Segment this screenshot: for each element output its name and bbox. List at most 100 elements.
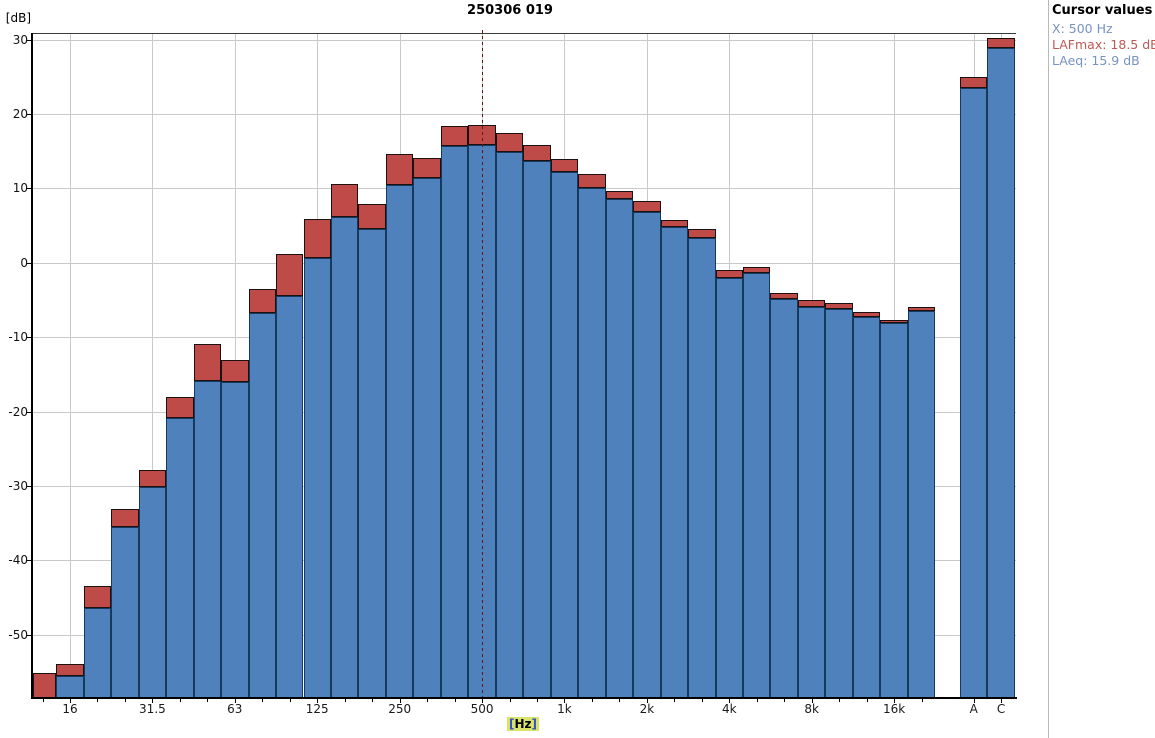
x-tick-label-2k: 2k [639,702,655,716]
x-axis-tick [42,699,44,702]
bar-lafmax-8k[interactable] [797,300,826,308]
bar-laeq-C[interactable] [987,47,1015,698]
x-axis-tick-labeled [729,698,731,703]
bar-laeq-5k[interactable] [743,272,771,698]
bar-lafmax-630[interactable] [495,133,524,152]
bar-lafmax-C[interactable] [987,38,1015,48]
x-axis-tick [591,699,593,702]
bar-lafmax-16k[interactable] [880,320,908,324]
x-axis-unit-text: Hz [514,717,532,731]
bar-lafmax-80[interactable] [248,288,277,313]
bar-laeq-3.15k[interactable] [688,237,716,698]
bar-lafmax-1k[interactable] [550,158,579,173]
bar-laeq-4k[interactable] [715,277,744,698]
bar-lafmax-250[interactable] [385,153,414,186]
bar-laeq-31.5[interactable] [138,487,167,698]
cursor-x-readout: X: 500 Hz [1052,21,1113,36]
bar-lafmax-12.5[interactable] [33,673,57,698]
bar-laeq-1.6k[interactable] [605,198,634,698]
x-axis-tick [784,699,786,702]
x-axis-tick [839,699,841,702]
bar-lafmax-10k[interactable] [825,303,853,309]
bar-lafmax-315[interactable] [413,157,441,179]
bar-lafmax-1.6k[interactable] [605,190,634,199]
bar-laeq-80[interactable] [248,312,277,698]
bar-laeq-20[interactable] [83,607,112,698]
bar-lafmax-400[interactable] [440,125,469,147]
x-tick-label-1k: 1k [557,702,572,716]
bar-lafmax-800[interactable] [523,144,551,161]
x-axis-tick [124,699,126,702]
bar-lafmax-160[interactable] [330,184,359,217]
cursor-values-header: Cursor values [1052,3,1153,18]
cursor-lafmax-readout: LAFmax: 18.5 dB [1052,37,1155,52]
bar-lafmax-12.5k[interactable] [852,311,881,318]
y-tick-label: -50 [8,627,28,642]
bar-lafmax-31.5[interactable] [138,469,167,488]
bar-laeq-20k[interactable] [907,311,936,698]
bar-laeq-100[interactable] [276,295,304,698]
bar-laeq-40[interactable] [166,417,194,698]
bar-laeq-50[interactable] [193,381,222,698]
bar-lafmax-5k[interactable] [743,266,771,273]
bar-laeq-400[interactable] [440,146,469,698]
bar-lafmax-2.5k[interactable] [660,219,689,228]
bar-laeq-160[interactable] [330,216,359,698]
bar-laeq-6.3k[interactable] [770,298,798,698]
bar-lafmax-6.3k[interactable] [770,293,798,299]
bar-laeq-315[interactable] [413,178,441,698]
bar-laeq-2.5k[interactable] [660,227,689,698]
x-axis-tick [536,699,538,702]
bar-lafmax-20[interactable] [83,585,112,608]
bar-lafmax-100[interactable] [276,253,304,296]
plot-top-border [33,33,1016,34]
x-axis-tick-labeled [973,698,975,703]
x-axis-tick [372,699,374,702]
x-axis-tick [756,699,758,702]
bar-lafmax-40[interactable] [166,396,194,418]
bar-laeq-10k[interactable] [825,308,853,698]
x-tick-label-16: 16 [62,702,78,716]
bar-lafmax-A[interactable] [960,76,988,89]
y-tick-label: 0 [20,255,28,270]
x-axis-tick-labeled [482,698,484,703]
bar-laeq-250[interactable] [385,185,414,698]
x-axis-tick [179,699,181,702]
frequency-cursor-line[interactable] [482,30,483,698]
bar-lafmax-16[interactable] [56,663,84,677]
x-axis-tick [207,699,209,702]
bar-laeq-2k[interactable] [633,211,661,698]
bar-laeq-16[interactable] [56,676,84,698]
x-axis-tick [701,699,703,702]
bar-lafmax-1.25k[interactable] [578,174,606,188]
bar-lafmax-200[interactable] [358,204,386,230]
bar-laeq-63[interactable] [221,381,249,698]
bar-laeq-A[interactable] [960,88,988,698]
x-axis-tick-labeled [152,698,154,703]
bar-lafmax-50[interactable] [193,343,222,382]
bar-lafmax-63[interactable] [221,359,249,382]
bar-laeq-1k[interactable] [550,172,579,698]
bar-laeq-800[interactable] [523,160,551,698]
bar-lafmax-20k[interactable] [907,307,936,312]
x-axis-tick-labeled [564,698,566,703]
bar-laeq-16k[interactable] [880,323,908,698]
y-gridline [33,114,1016,116]
bar-laeq-1.25k[interactable] [578,187,606,698]
bar-laeq-630[interactable] [495,152,524,698]
bar-lafmax-25[interactable] [111,509,139,527]
bar-lafmax-3.15k[interactable] [688,229,716,238]
y-axis-tick [27,188,32,190]
bar-laeq-25[interactable] [111,526,139,698]
bar-laeq-200[interactable] [358,229,386,698]
x-axis-tick [97,699,99,702]
bar-laeq-12.5k[interactable] [852,317,881,698]
bar-laeq-125[interactable] [303,258,331,698]
bar-lafmax-4k[interactable] [715,269,744,278]
bar-laeq-8k[interactable] [797,307,826,698]
bar-lafmax-2k[interactable] [633,201,661,212]
x-axis-tick-labeled [1001,698,1003,703]
bar-lafmax-125[interactable] [303,218,331,259]
